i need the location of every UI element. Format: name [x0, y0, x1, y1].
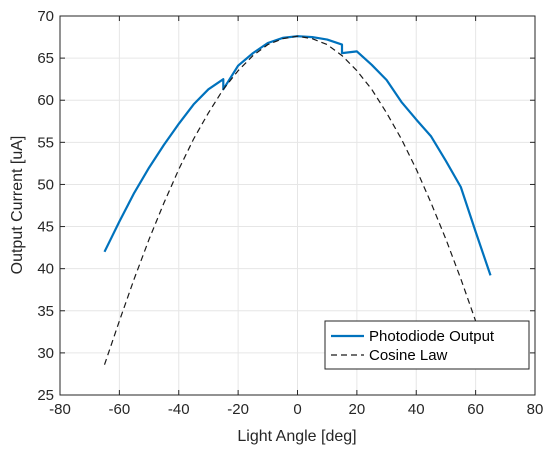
x-tick-label: 60 [467, 401, 484, 418]
series-line-cosine-law [103, 35, 484, 365]
legend-box [324, 320, 530, 370]
legend: Photodiode Output Cosine Law [324, 320, 530, 370]
y-tick-label: 35 [37, 303, 54, 320]
axis-ticks: -80 -60 -40 -20 0 20 40 60 80 25 30 35 40 45 50 55 60 65 7… [37, 8, 543, 418]
x-tick-label: 80 [527, 401, 544, 418]
y-tick-label: 65 [37, 50, 54, 67]
x-axis-label: Light Angle [deg] [237, 428, 356, 445]
x-tick-label: -60 [109, 401, 131, 418]
x-tick-label: -80 [49, 401, 71, 418]
x-tick-label: 20 [349, 401, 366, 418]
x-tick-label: -40 [168, 401, 190, 418]
y-tick-label: 50 [37, 176, 54, 193]
legend-label-cosine-law: Cosine Law [369, 347, 448, 364]
grid [59, 15, 536, 396]
x-tick-label: 0 [293, 401, 301, 418]
y-tick-label: 70 [37, 8, 54, 25]
y-tick-label: 30 [37, 345, 54, 362]
legend-label-photodiode-output: Photodiode Output [369, 328, 495, 345]
y-tick-label: 60 [37, 92, 54, 109]
x-tick-label: 40 [408, 401, 425, 418]
y-tick-label: 45 [37, 219, 54, 236]
y-tick-label: 25 [37, 387, 54, 404]
x-tick-label: -20 [227, 401, 249, 418]
y-tick-label: 40 [37, 261, 54, 278]
y-tick-label: 55 [37, 134, 54, 151]
y-axis-label: Output Current [uA] [9, 136, 26, 275]
series-group [103, 35, 492, 365]
